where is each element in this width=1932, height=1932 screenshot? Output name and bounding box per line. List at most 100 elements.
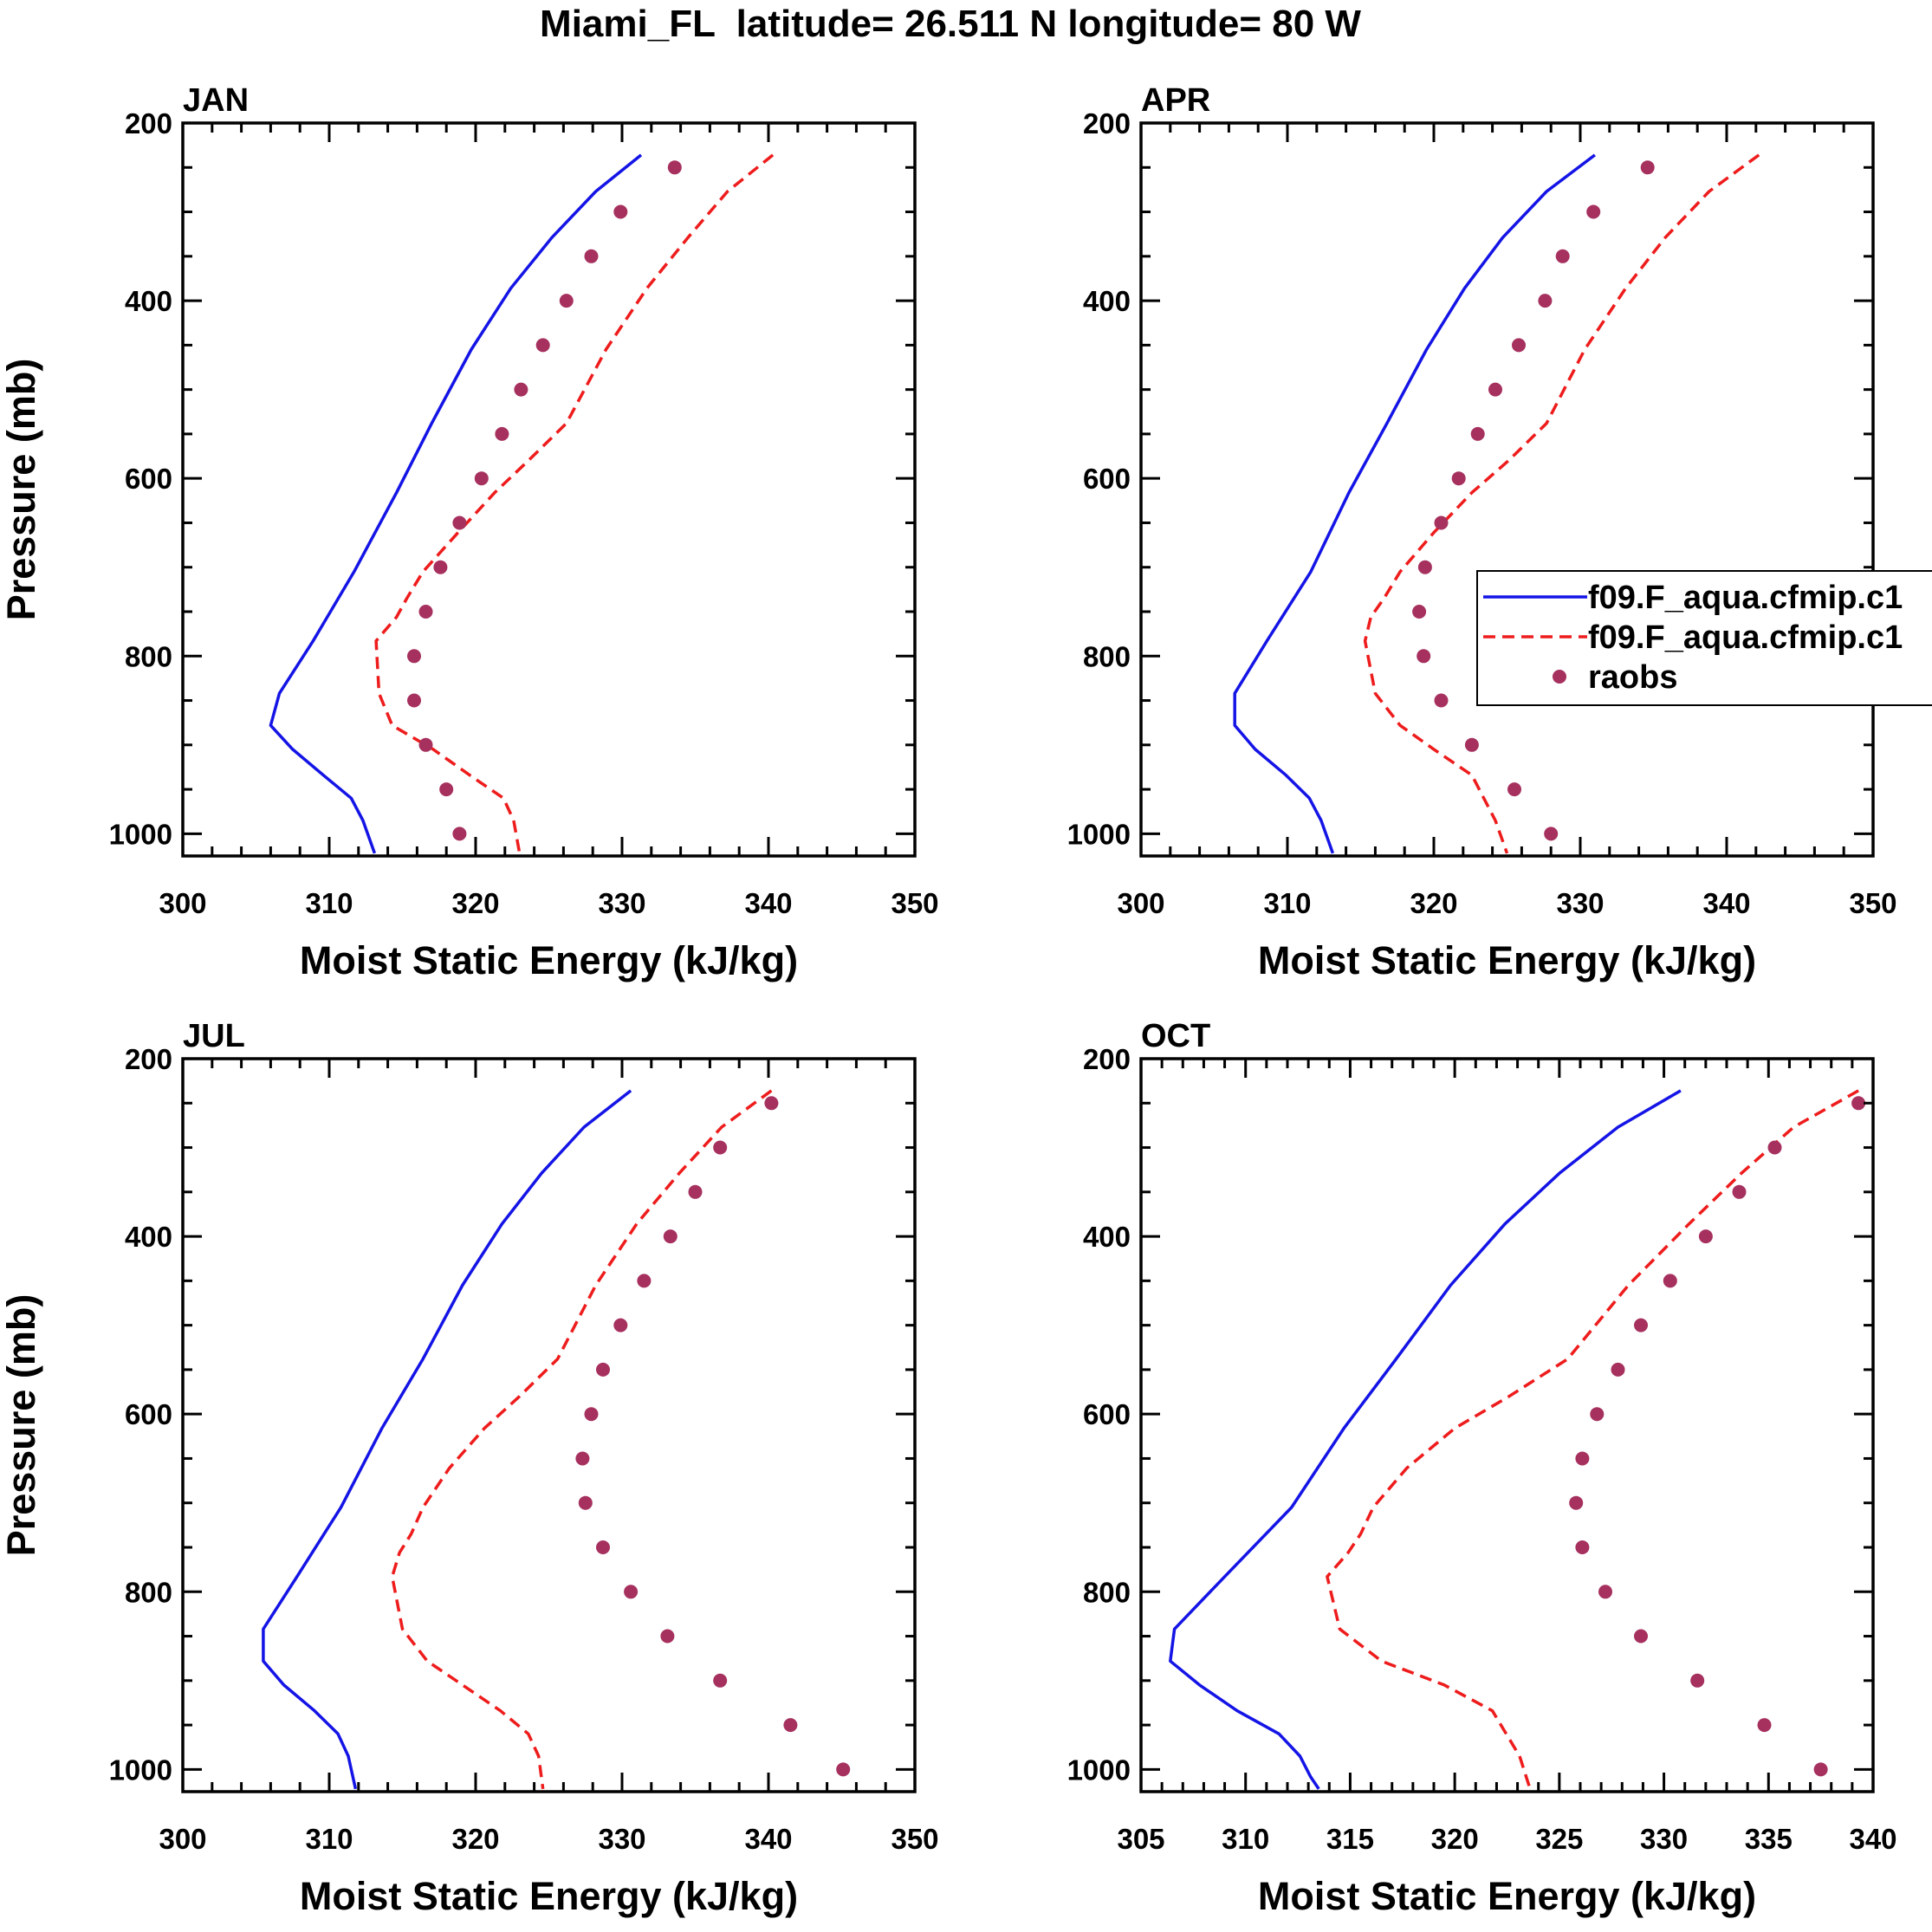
x-tick-label: 330 <box>1640 1823 1688 1855</box>
raobs-point <box>764 1096 779 1111</box>
raobs-point <box>495 426 509 441</box>
panel-title-oct: OCT <box>1141 1018 1210 1054</box>
raobs-point <box>1586 204 1601 219</box>
raobs-point <box>783 1718 798 1733</box>
raobs-point <box>1434 515 1449 530</box>
raobs-point <box>613 204 628 219</box>
panel-title-jan: JAN <box>183 82 249 119</box>
raobs-point <box>1698 1229 1713 1244</box>
x-tick-label: 340 <box>744 887 792 919</box>
raobs-point <box>1507 782 1521 797</box>
raobs-point <box>1470 426 1485 441</box>
raobs-point <box>1464 737 1479 752</box>
y-tick-label: 400 <box>1083 285 1131 317</box>
raobs-point <box>535 338 550 353</box>
y-tick-label: 200 <box>125 107 172 139</box>
raobs-point <box>624 1585 639 1599</box>
y-tick-label: 200 <box>1083 1043 1131 1075</box>
raobs-point <box>1544 827 1559 841</box>
x-tick-label: 310 <box>305 1823 353 1855</box>
x-tick-label: 320 <box>451 1823 499 1855</box>
figure-title: Miami_FL latitude= 26.511 N longitude= 8… <box>540 3 1361 45</box>
x-tick-label: 350 <box>1849 887 1896 919</box>
y-tick-label: 400 <box>125 1221 172 1253</box>
raobs-point <box>584 249 599 263</box>
y-tick-label: 600 <box>125 463 172 495</box>
x-tick-label: 310 <box>1222 1823 1269 1855</box>
raobs-point <box>439 782 454 797</box>
raobs-point <box>1634 1318 1648 1332</box>
panel-apr: APR 200 400 600 800 1000 300 310 320 330 340 350 Moi… <box>1067 82 1897 982</box>
y-tick-label: 800 <box>1083 1576 1131 1608</box>
raobs-point <box>418 737 433 752</box>
raobs-point <box>637 1274 652 1288</box>
raobs-point <box>1598 1585 1612 1599</box>
x-tick-label: 305 <box>1117 1823 1164 1855</box>
raobs-point <box>1767 1140 1782 1155</box>
plot-frame-apr <box>1139 121 1875 858</box>
y-tick-label: 1000 <box>109 1754 172 1786</box>
y-axis-label-jan: Pressure (mb) <box>0 359 43 621</box>
legend-label: raobs <box>1588 659 1677 696</box>
legend-label: f09.F_aqua.cfmip.c1 <box>1588 619 1903 656</box>
raobs-point <box>1417 649 1431 664</box>
raobs-point <box>514 382 528 397</box>
panel-oct: OCT 200 400 600 800 1000 305 310 315 320 325 330 335… <box>1067 1018 1897 1918</box>
y-tick-label: 1000 <box>109 818 172 850</box>
x-tick-label: 310 <box>305 887 353 919</box>
x-axis-label-jul: Moist Static Energy (kJ/kg) <box>300 1874 798 1918</box>
raobs-point <box>1569 1495 1584 1510</box>
x-tick-label: 300 <box>159 887 206 919</box>
plot-frame-oct <box>1139 1057 1875 1793</box>
raobs-point <box>713 1673 728 1688</box>
y-tick-label: 1000 <box>1067 818 1131 850</box>
x-tick-label: 310 <box>1263 887 1311 919</box>
x-tick-label: 350 <box>891 1823 938 1855</box>
y-axis-label-jul: Pressure (mb) <box>0 1294 43 1557</box>
x-tick-label: 320 <box>1410 887 1457 919</box>
raobs-point <box>1417 560 1432 574</box>
y-tick-label: 800 <box>1083 640 1131 672</box>
legend-box <box>1476 570 1932 706</box>
raobs-point <box>1640 160 1655 175</box>
raobs-point <box>1488 382 1502 397</box>
y-tick-label: 400 <box>1083 1221 1131 1253</box>
raobs-point <box>688 1184 703 1199</box>
panel-jan: JAN 200 400 600 800 1000 300 310 320 330 340 350 Moi… <box>0 82 939 982</box>
legend: f09.F_aqua.cfmip.c1f09.F_aqua.cfmip.c1ra… <box>1476 570 1932 706</box>
x-tick-label: 330 <box>598 1823 645 1855</box>
raobs-point <box>1575 1451 1590 1466</box>
raobs-point <box>407 693 421 708</box>
model-solid-line-oct <box>1169 1089 1682 1790</box>
raobs-point <box>1434 693 1449 708</box>
raobs-point <box>433 560 448 574</box>
raobs-point <box>452 515 467 530</box>
x-axis-label-oct: Moist Static Energy (kJ/kg) <box>1258 1874 1756 1918</box>
raobs-point <box>596 1540 610 1554</box>
raobs-point <box>1575 1540 1590 1554</box>
x-tick-label: 320 <box>451 887 499 919</box>
x-tick-label: 340 <box>1849 1823 1896 1855</box>
raobs-point <box>1813 1762 1828 1777</box>
model-dashed-line-jan <box>374 153 775 854</box>
raobs-point <box>474 471 489 486</box>
x-tick-label: 330 <box>1556 887 1604 919</box>
x-tick-label: 300 <box>1117 887 1164 919</box>
y-tick-label: 400 <box>125 285 172 317</box>
raobs-point <box>613 1318 628 1332</box>
raobs-point <box>1611 1362 1625 1377</box>
x-tick-label: 330 <box>598 887 645 919</box>
model-dashed-line-apr <box>1363 153 1760 854</box>
model-solid-line-jan <box>269 153 643 854</box>
panel-jul: JUL 200 400 600 800 1000 300 310 320 330 340 350 Moi… <box>0 1018 939 1918</box>
x-axis-label-apr: Moist Static Energy (kJ/kg) <box>1258 938 1756 982</box>
y-tick-label: 600 <box>1083 1398 1131 1430</box>
x-tick-label: 315 <box>1326 1823 1374 1855</box>
raobs-point <box>1690 1673 1705 1688</box>
model-solid-line-apr <box>1233 153 1596 854</box>
y-tick-label: 600 <box>1083 463 1131 495</box>
x-tick-label: 340 <box>1702 887 1750 919</box>
raobs-point <box>584 1407 599 1422</box>
raobs-point <box>1757 1718 1772 1733</box>
